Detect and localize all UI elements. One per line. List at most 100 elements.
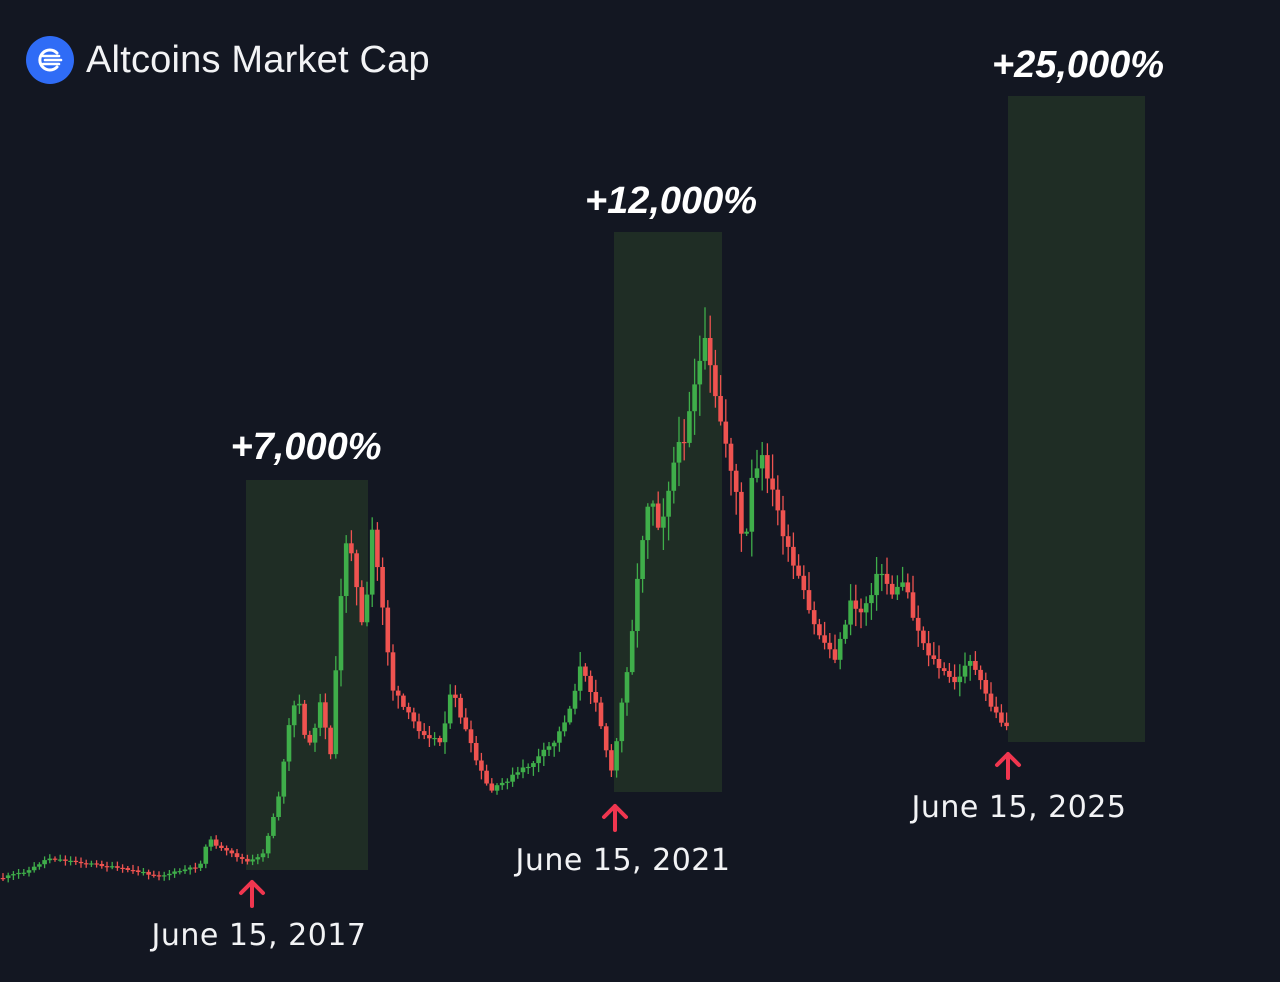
candle-body	[707, 338, 713, 366]
candle-body	[499, 782, 505, 786]
candle-body	[983, 680, 989, 694]
candle-body	[676, 442, 682, 463]
candle-body	[749, 477, 755, 532]
candle-body	[905, 582, 911, 593]
candle-body	[406, 706, 411, 713]
candle-body	[343, 543, 349, 596]
candle-body	[281, 761, 287, 797]
candle-body	[484, 770, 489, 784]
candle-body	[323, 702, 328, 728]
candle-body	[671, 462, 677, 491]
candle-body	[811, 610, 817, 625]
arrow-up-icon	[995, 752, 1021, 780]
candle-body	[453, 694, 458, 698]
candle-body	[421, 731, 427, 736]
candle-body	[317, 702, 323, 728]
candle-body	[837, 638, 843, 660]
candle-body	[47, 858, 53, 861]
candle-body	[333, 670, 339, 755]
candle-body	[338, 596, 344, 671]
candle-body	[806, 590, 812, 611]
candle-body	[427, 735, 432, 739]
candle-body	[151, 874, 157, 876]
candle-body	[957, 676, 963, 683]
candle-body	[416, 721, 422, 732]
candle-body	[936, 659, 942, 669]
candle-body	[999, 712, 1004, 723]
candle-body	[765, 455, 770, 479]
candle-body	[666, 490, 671, 517]
candle-body	[609, 750, 614, 771]
candle-body	[172, 871, 177, 874]
candle-body	[115, 866, 120, 868]
candle-body	[297, 703, 302, 706]
candle-body	[213, 839, 219, 846]
candle-body	[661, 516, 666, 528]
candle-body	[395, 690, 401, 696]
candle-body	[0, 878, 6, 880]
candle-body	[687, 411, 692, 443]
candle-body	[260, 853, 266, 858]
candle-body	[276, 796, 281, 817]
candle-body	[94, 863, 99, 865]
candle-body	[879, 573, 885, 576]
candle-body	[380, 567, 385, 608]
candle-body	[822, 635, 827, 643]
candle-body	[588, 675, 593, 692]
chart-title: Altcoins Market Cap	[86, 38, 430, 81]
candle-body	[156, 875, 162, 877]
candle-body	[702, 338, 708, 361]
candle-body	[73, 860, 79, 862]
candle-body	[947, 671, 952, 677]
candle-body	[713, 365, 718, 397]
gain-label-2021: +12,000%	[584, 180, 758, 222]
candle-body	[541, 749, 547, 757]
candle-body	[369, 529, 375, 595]
candle-body	[473, 743, 479, 761]
candle-body	[271, 817, 276, 836]
candle-body	[525, 766, 531, 769]
candle-body	[11, 874, 16, 876]
candle-body	[146, 871, 151, 875]
candle-body	[224, 848, 229, 851]
candle-body	[193, 867, 198, 869]
candle-body	[31, 866, 37, 871]
candle-body	[723, 421, 729, 444]
candle-body	[167, 873, 172, 876]
date-label-2017: June 15, 2017	[151, 918, 367, 953]
candle-body	[869, 595, 874, 604]
candle-body	[63, 859, 68, 861]
candle-body	[801, 575, 807, 591]
candle-body	[562, 722, 567, 732]
candle-body	[463, 717, 469, 730]
candle-body	[853, 600, 859, 609]
candle-body	[302, 703, 307, 735]
candle-body	[364, 594, 370, 623]
candle-body	[68, 860, 73, 862]
candle-body	[754, 468, 760, 478]
candle-body	[889, 583, 895, 595]
candle-body	[572, 690, 578, 709]
candle-body	[442, 723, 448, 743]
candle-body	[645, 506, 651, 541]
candle-body	[531, 763, 536, 767]
candle-body	[468, 729, 474, 744]
candle-body	[432, 738, 437, 740]
candle-body	[109, 866, 115, 868]
arrow-up-icon	[602, 804, 628, 832]
candle-body	[780, 510, 786, 537]
candle-body	[863, 603, 869, 613]
range-box-2017	[246, 480, 368, 870]
candle-body	[614, 741, 619, 771]
candle-body	[629, 631, 635, 673]
candle-body	[349, 543, 354, 554]
candle-body	[458, 697, 463, 718]
candle-body	[510, 774, 515, 782]
candle-body	[910, 592, 916, 618]
candle-body	[640, 540, 645, 579]
candle-body	[16, 872, 21, 875]
candle-body	[187, 867, 193, 870]
candle-body	[354, 553, 359, 588]
candle-body	[785, 536, 791, 547]
candle-body	[993, 706, 999, 713]
